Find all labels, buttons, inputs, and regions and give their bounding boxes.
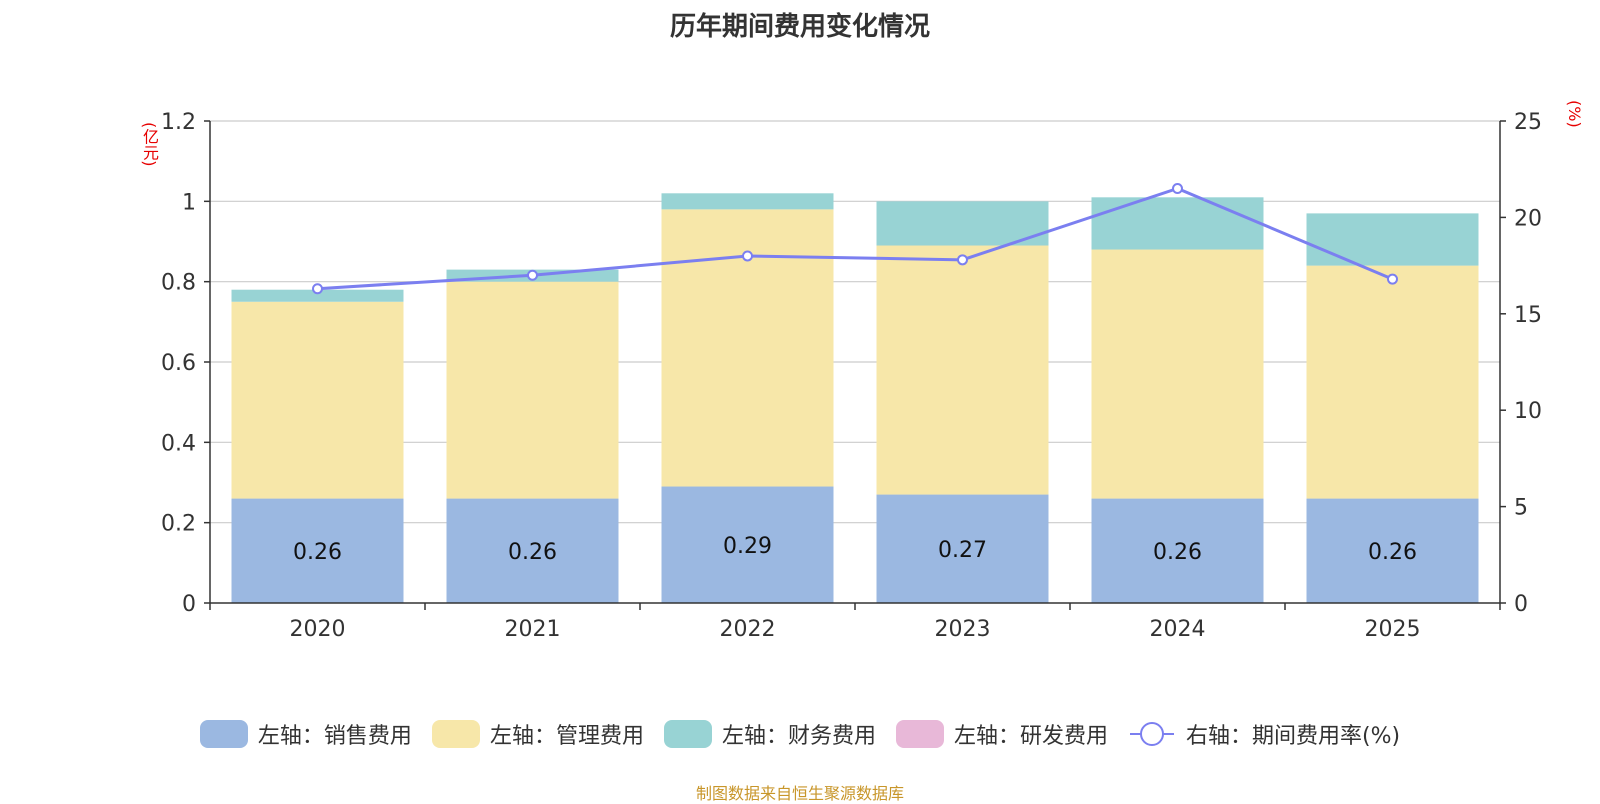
left-tick-label: 1: [182, 190, 196, 215]
bar-segment: [231, 289, 404, 302]
legend-item-admin[interactable]: 左轴：管理费用: [431, 718, 644, 750]
rate-line: [312, 182, 1398, 295]
legend-label-admin: 左轴：管理费用: [489, 724, 644, 749]
bar-segment: [1091, 197, 1264, 250]
left-tick-label: 0: [182, 592, 196, 617]
legend-label-finance: 左轴：财务费用: [721, 724, 876, 749]
legend-swatch-sales: [199, 720, 248, 748]
legend-line-icon: [1129, 722, 1174, 746]
legend-swatch-finance: [663, 720, 712, 748]
rate-point: [1387, 273, 1398, 285]
bar-value-label: 0.26: [1368, 540, 1417, 565]
bar-segment: [231, 301, 404, 499]
data-source-note: 制图数据来自恒生聚源数据库: [695, 784, 904, 803]
legend-item-finance[interactable]: 左轴：财务费用: [663, 718, 876, 750]
right-tick-label: 25: [1514, 110, 1542, 135]
bar-value-label: 0.26: [508, 540, 557, 565]
chart-title: 历年期间费用变化情况: [669, 12, 930, 42]
x-tick-label: 2022: [720, 617, 776, 642]
left-tick-label: 0.8: [161, 271, 196, 296]
bar-segment: [1091, 249, 1264, 499]
bar-segment: [876, 201, 1049, 246]
x-tick-label: 2021: [505, 617, 561, 642]
rate-point: [527, 269, 538, 281]
legend-swatch-rd: [895, 720, 944, 748]
bar-segment: [1091, 498, 1264, 603]
x-tick-label: 2023: [935, 617, 991, 642]
rate-point: [742, 250, 753, 262]
left-tick-label: 0.4: [161, 431, 196, 456]
left-axis-unit: (亿元): [140, 122, 159, 167]
legend-label-rate: 右轴：期间费用率(%): [1185, 724, 1401, 749]
bar-value-label: 0.27: [938, 538, 987, 563]
bar-segment: [231, 498, 404, 603]
right-tick-label: 0: [1514, 592, 1528, 617]
bar-segment: [1306, 213, 1479, 266]
legend-item-sales[interactable]: 左轴：销售费用: [199, 718, 412, 750]
x-tick-label: 2025: [1365, 617, 1421, 642]
legend-swatch-admin: [431, 720, 480, 748]
rate-point: [1172, 182, 1183, 194]
legend-item-rate[interactable]: 右轴：期间费用率(%): [1128, 718, 1400, 750]
left-tick-label: 0.2: [161, 512, 196, 537]
bar-segment: [1306, 498, 1479, 603]
left-tick-label: 1.2: [161, 110, 196, 135]
right-axis-unit: (%): [1565, 100, 1584, 128]
x-tick-label: 2024: [1150, 617, 1206, 642]
bar-value-label: 0.29: [723, 534, 772, 559]
legend-item-rd[interactable]: 左轴：研发费用: [895, 718, 1108, 750]
bar-segment: [661, 486, 834, 603]
right-tick-label: 10: [1514, 399, 1542, 424]
legend-label-rd: 左轴：研发费用: [953, 724, 1108, 749]
x-tick-label: 2020: [290, 617, 346, 642]
bar-segment: [446, 281, 619, 499]
bar-segment: [446, 498, 619, 603]
bar-value-label: 0.26: [293, 540, 342, 565]
right-tick-label: 15: [1514, 303, 1542, 328]
legend-label-sales: 左轴：销售费用: [257, 724, 412, 749]
rate-point: [312, 283, 323, 295]
right-tick-label: 5: [1514, 496, 1528, 521]
bar-segment: [876, 245, 1049, 495]
legend: 左轴：销售费用 左轴：管理费用 左轴：财务费用 左轴：研发费用 右轴：期间费用率…: [0, 718, 1600, 750]
bar-segment: [1306, 265, 1479, 499]
right-tick-label: 20: [1514, 206, 1542, 231]
bar-value-label: 0.26: [1153, 540, 1202, 565]
gridlines: [210, 120, 1500, 524]
bars: [231, 193, 1479, 603]
rate-line-path: [317, 186, 1394, 291]
labels: 0.26 0.26 0.29 0.27 0.26 0.26: [293, 534, 1417, 565]
rate-point: [957, 254, 968, 266]
bar-segment: [876, 494, 1049, 603]
left-tick-label: 0.6: [161, 351, 196, 376]
bar-segment: [661, 193, 834, 210]
